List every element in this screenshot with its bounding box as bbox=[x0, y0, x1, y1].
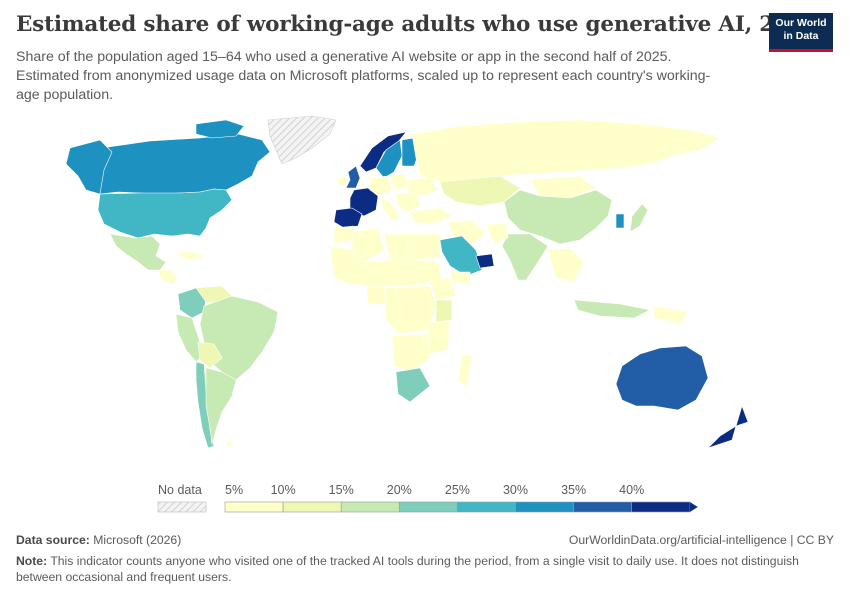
data-source: Data source: Microsoft (2026) bbox=[16, 533, 834, 547]
region-yemen[interactable] bbox=[449, 271, 471, 285]
legend-bin-5 bbox=[457, 501, 516, 513]
region-nigeria[interactable] bbox=[365, 285, 387, 305]
region-greenland[interactable] bbox=[267, 115, 337, 165]
region-south-africa[interactable] bbox=[395, 367, 431, 403]
legend-no-data-label: No data bbox=[158, 483, 202, 497]
note-label: Note: bbox=[16, 554, 48, 568]
region-falklands[interactable] bbox=[225, 441, 233, 447]
region-papua-new-guinea[interactable] bbox=[653, 305, 689, 325]
note-text: This indicator counts anyone who visited… bbox=[16, 554, 799, 584]
source-value: Microsoft (2026) bbox=[93, 533, 182, 547]
chart-subtitle: Share of the population aged 15–64 who u… bbox=[16, 49, 711, 103]
legend-bin-1 bbox=[224, 501, 284, 513]
region-southeast-asia[interactable] bbox=[547, 247, 585, 283]
region-kazakhstan[interactable] bbox=[439, 175, 521, 207]
region-pakistan[interactable] bbox=[485, 223, 509, 245]
region-italy[interactable] bbox=[379, 197, 401, 223]
region-argentina[interactable] bbox=[205, 367, 237, 445]
region-brazil[interactable] bbox=[199, 295, 279, 381]
source-label: Data source: bbox=[16, 533, 90, 547]
region-mexico[interactable] bbox=[109, 233, 167, 271]
region-east-africa[interactable] bbox=[427, 321, 451, 355]
region-guatemala[interactable] bbox=[157, 269, 179, 285]
logo-line-1: Our World bbox=[775, 17, 827, 29]
region-balkans[interactable] bbox=[395, 191, 421, 213]
legend-tick-label: 40% bbox=[619, 483, 644, 497]
legend-bin-2 bbox=[282, 501, 342, 513]
region-ireland[interactable] bbox=[337, 175, 347, 187]
region-japan[interactable] bbox=[629, 203, 649, 233]
legend-tick-label: 10% bbox=[271, 483, 296, 497]
region-morocco[interactable] bbox=[333, 225, 355, 245]
legend-tick-label: 25% bbox=[445, 483, 470, 497]
legend-no-data-swatch bbox=[157, 501, 207, 513]
source-url[interactable]: OurWorldinData.org/artificial-intelligen… bbox=[568, 533, 834, 547]
region-spain[interactable] bbox=[333, 207, 363, 229]
region-united-kingdom[interactable] bbox=[345, 165, 361, 189]
region-sahel[interactable] bbox=[329, 245, 443, 287]
legend-arrow bbox=[689, 502, 698, 512]
legend-bin-3 bbox=[340, 501, 400, 513]
region-mongolia[interactable] bbox=[529, 175, 597, 199]
region-united-states[interactable] bbox=[97, 188, 233, 239]
region-southern-africa[interactable] bbox=[391, 333, 431, 373]
region-ukraine[interactable] bbox=[407, 177, 439, 197]
region-new-zealand[interactable] bbox=[735, 405, 749, 427]
legend-tick-label: 5% bbox=[225, 483, 243, 497]
logo-line-2: in Data bbox=[783, 29, 819, 42]
region-china[interactable] bbox=[503, 189, 613, 245]
region-south-korea[interactable] bbox=[615, 213, 625, 229]
region-cuba[interactable] bbox=[175, 251, 205, 261]
region-canada[interactable] bbox=[195, 119, 245, 139]
legend-bin-8 bbox=[631, 501, 691, 513]
region-indonesia[interactable] bbox=[573, 299, 651, 319]
legend-tick-label: 15% bbox=[329, 483, 354, 497]
world-map[interactable] bbox=[0, 110, 850, 475]
region-madagascar[interactable] bbox=[457, 353, 473, 389]
region-bolivia[interactable] bbox=[197, 341, 223, 369]
owid-logo[interactable]: Our World in Data bbox=[769, 13, 833, 52]
region-turkey[interactable] bbox=[409, 207, 453, 225]
color-legend: No data 5% 10% 15% 20% 25% 30% 35% 40% bbox=[157, 483, 698, 513]
region-egypt[interactable] bbox=[411, 233, 441, 261]
region-new-zealand[interactable] bbox=[707, 425, 737, 449]
region-france[interactable] bbox=[349, 187, 379, 217]
region-russia[interactable] bbox=[411, 119, 721, 183]
region-ethiopia[interactable] bbox=[429, 277, 457, 301]
legend-bin-6 bbox=[515, 501, 574, 513]
legend-bin-4 bbox=[398, 501, 458, 513]
region-saudi-arabia[interactable] bbox=[439, 235, 483, 277]
region-poland[interactable] bbox=[389, 173, 409, 191]
region-united-arab-emirates[interactable] bbox=[475, 253, 495, 269]
legend-tick-label: 35% bbox=[561, 483, 586, 497]
region-algeria[interactable] bbox=[351, 227, 385, 263]
region-australia[interactable] bbox=[615, 345, 709, 411]
chart-title: Estimated share of working-age adults wh… bbox=[16, 12, 819, 37]
region-canada[interactable] bbox=[99, 133, 271, 195]
region-kenya[interactable] bbox=[435, 299, 453, 323]
legend-bin-7 bbox=[573, 501, 632, 513]
legend-tick-label: 20% bbox=[387, 483, 412, 497]
region-india[interactable] bbox=[501, 233, 549, 281]
region-germany[interactable] bbox=[369, 175, 393, 197]
region-libya[interactable] bbox=[383, 233, 413, 261]
legend-tick-label: 30% bbox=[503, 483, 528, 497]
footnote: Note: This indicator counts anyone who v… bbox=[16, 553, 816, 585]
